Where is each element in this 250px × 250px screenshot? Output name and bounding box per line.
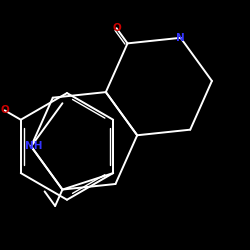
Text: NH: NH (25, 142, 42, 152)
Text: O: O (112, 23, 121, 33)
Text: N: N (176, 33, 185, 43)
Text: O: O (0, 106, 9, 116)
